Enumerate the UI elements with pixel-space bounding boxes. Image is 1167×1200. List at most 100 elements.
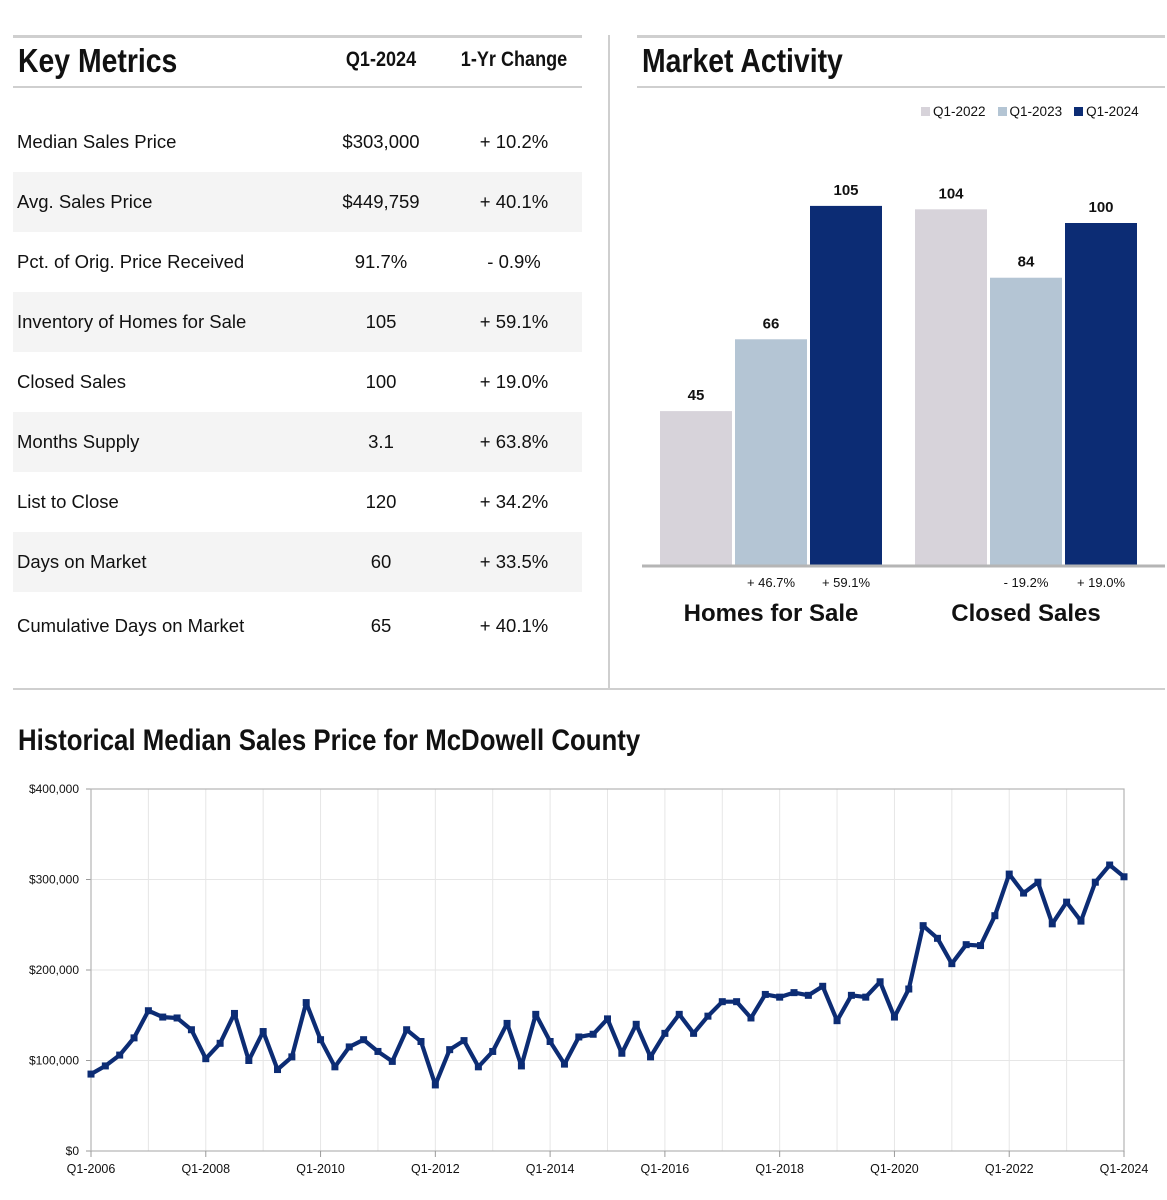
data-point <box>302 999 310 1007</box>
metric-label: List to Close <box>17 491 119 512</box>
metric-change: + 40.1% <box>479 191 549 212</box>
legend-swatch <box>1074 107 1084 116</box>
bar-value-label: 100 <box>1088 199 1113 216</box>
data-point <box>604 1015 611 1023</box>
legend-item: Q1-2022 <box>921 104 986 119</box>
data-point <box>933 934 941 942</box>
x-tick-label: Q1-2016 <box>641 1162 690 1176</box>
vertical-divider <box>608 35 610 690</box>
change-column-header: 1-Yr Change <box>460 48 568 71</box>
data-point <box>833 1017 841 1025</box>
metric-label: Pct. of Orig. Price Received <box>17 251 245 272</box>
bar-value-label: 84 <box>1018 254 1035 271</box>
metric-value: 105 <box>365 311 397 332</box>
data-point <box>1063 898 1071 906</box>
change-label: - 19.2% <box>1004 575 1049 590</box>
metric-change: + 40.1% <box>479 615 549 636</box>
section-divider <box>13 688 1165 690</box>
data-point <box>202 1055 210 1063</box>
data-point <box>690 1029 698 1037</box>
data-point <box>546 1037 554 1045</box>
data-point <box>101 1062 109 1070</box>
table-row: Cumulative Days on Market 65 + 40.1% <box>13 592 582 660</box>
data-point <box>847 991 855 999</box>
data-point <box>675 1010 683 1018</box>
data-point <box>1077 917 1085 925</box>
table-row: Inventory of Homes for Sale 105 + 59.1% <box>13 292 582 352</box>
data-point <box>216 1039 224 1047</box>
data-point <box>144 1007 152 1015</box>
metric-value: 60 <box>370 551 392 572</box>
x-tick-label: Q1-2024 <box>1100 1162 1149 1176</box>
legend-swatch <box>997 107 1007 116</box>
top-rule-right <box>637 35 1165 38</box>
table-row: Pct. of Orig. Price Received 91.7% - 0.9% <box>13 232 582 292</box>
metric-label: Inventory of Homes for Sale <box>17 311 247 332</box>
bar <box>735 339 807 565</box>
data-point <box>747 1014 755 1022</box>
data-point <box>331 1063 339 1071</box>
metric-value: 65 <box>370 615 392 636</box>
bar-value-label: 66 <box>763 315 780 332</box>
data-point <box>116 1051 124 1059</box>
table-row: List to Close 120 + 34.2% <box>13 472 582 532</box>
data-point <box>317 1036 325 1044</box>
y-tick-label: $100,000 <box>29 1054 79 1068</box>
table-row: Closed Sales 100 + 19.0% <box>13 352 582 412</box>
data-point <box>661 1029 669 1037</box>
data-point <box>876 978 884 986</box>
data-point <box>790 989 798 997</box>
legend-item: Q1-2024 <box>1074 104 1139 119</box>
data-point <box>991 912 999 920</box>
change-label: + 46.7% <box>747 575 796 590</box>
table-row: Months Supply 3.1 + 63.8% <box>13 412 582 472</box>
metric-value: $449,759 <box>342 191 420 212</box>
metric-change: + 59.1% <box>479 311 549 332</box>
data-point <box>776 993 784 1001</box>
metric-label: Months Supply <box>17 431 140 452</box>
data-point <box>245 1057 253 1064</box>
data-point <box>130 1034 138 1042</box>
bar <box>915 209 987 565</box>
metric-label: Days on Market <box>17 551 147 572</box>
legend-label: Q1-2023 <box>1009 104 1063 119</box>
data-point <box>489 1047 497 1055</box>
metric-change: + 10.2% <box>479 131 549 152</box>
data-point <box>761 990 769 998</box>
bar-value-label: 45 <box>688 387 705 404</box>
x-tick-label: Q1-2010 <box>296 1162 345 1176</box>
data-point <box>1020 889 1028 897</box>
data-point <box>1106 861 1114 869</box>
data-point <box>1120 873 1128 881</box>
metric-change: + 19.0% <box>479 371 549 392</box>
metric-value: 120 <box>365 491 397 512</box>
data-point <box>431 1081 439 1089</box>
data-point <box>187 1026 195 1034</box>
data-point <box>575 1033 583 1041</box>
bar-value-label: 105 <box>833 182 858 199</box>
legend-swatch <box>921 107 930 116</box>
data-point <box>618 1049 626 1057</box>
period-column-header: Q1-2024 <box>345 48 417 71</box>
y-tick-label: $300,000 <box>29 873 79 887</box>
metric-change: - 0.9% <box>487 251 541 272</box>
data-point <box>919 922 927 930</box>
data-point <box>446 1046 454 1054</box>
data-point <box>704 1012 712 1020</box>
x-tick-label: Q1-2008 <box>181 1162 230 1176</box>
table-row: Avg. Sales Price $449,759 + 40.1% <box>13 172 582 232</box>
bar-value-label: 104 <box>938 185 964 202</box>
category-label: Homes for Sale <box>684 600 859 627</box>
header-rule-right <box>637 86 1165 88</box>
data-point <box>274 1066 282 1074</box>
bar-chart-legend: Q1-2022 Q1-2023 Q1-2024 <box>921 104 1139 119</box>
legend-label: Q1-2024 <box>1086 104 1139 119</box>
data-point <box>718 998 726 1006</box>
data-point <box>474 1063 482 1071</box>
historical-title: Historical Median Sales Price for McDowe… <box>18 724 641 757</box>
key-metrics-table: Median Sales Price $303,000 + 10.2% Avg. S… <box>13 112 582 660</box>
data-point <box>1048 920 1056 928</box>
metric-label: Closed Sales <box>17 371 127 392</box>
data-point <box>259 1028 267 1036</box>
data-point <box>345 1043 353 1051</box>
